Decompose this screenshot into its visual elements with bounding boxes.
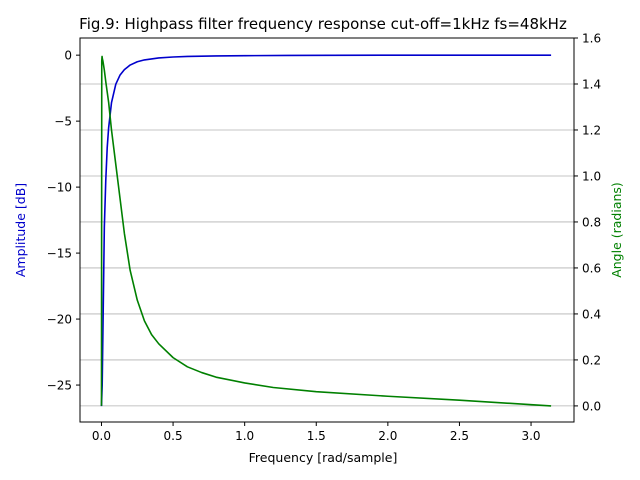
plot-frame [80, 38, 574, 422]
y-tick-label-right: 1.6 [582, 32, 601, 46]
x-tick-label: 0.5 [164, 429, 183, 443]
y-axis-label-right: Angle (radians) [609, 182, 624, 278]
x-tick-label: 0.0 [92, 429, 111, 443]
y-tick-label-right: 1.4 [582, 77, 601, 91]
y-tick-label-left: −25 [47, 379, 72, 393]
y-tick-label-right: 0.0 [582, 399, 601, 413]
y-tick-label-left: −15 [47, 247, 72, 261]
y-tick-label-right: 0.8 [582, 215, 601, 229]
y-tick-label-left: −5 [54, 115, 72, 129]
y-axis-left: 0 −5 −10 −15 −20 −25 [47, 49, 80, 393]
y-axis-right: 0.0 0.2 0.4 0.6 0.8 1.0 1.2 1.4 1.6 [574, 32, 601, 414]
series-layer [101, 55, 551, 406]
y-tick-label-left: −10 [47, 181, 72, 195]
y-tick-label-right: 1.2 [582, 123, 601, 137]
chart-title: Fig.9: Highpass filter frequency respons… [79, 15, 567, 33]
y-tick-label-right: 0.4 [582, 307, 601, 321]
y-tick-label-left: −20 [47, 313, 72, 327]
x-tick-label: 2.5 [450, 429, 469, 443]
x-tick-label: 2.0 [378, 429, 397, 443]
y-tick-label-right: 0.2 [582, 353, 601, 367]
x-tick-label: 3.0 [521, 429, 540, 443]
angle-series-line [101, 56, 551, 406]
y-tick-label-right: 1.0 [582, 169, 601, 183]
x-axis-label: Frequency [rad/sample] [249, 450, 398, 465]
x-tick-label: 1.0 [235, 429, 254, 443]
y-tick-label-left: 0 [64, 49, 72, 63]
grid [80, 38, 574, 406]
y-tick-label-right: 0.6 [582, 261, 601, 275]
x-tick-label: 1.5 [307, 429, 326, 443]
y-axis-label-left: Amplitude [dB] [13, 183, 28, 277]
x-axis: 0.0 0.5 1.0 1.5 2.0 2.5 3.0 [92, 422, 541, 443]
